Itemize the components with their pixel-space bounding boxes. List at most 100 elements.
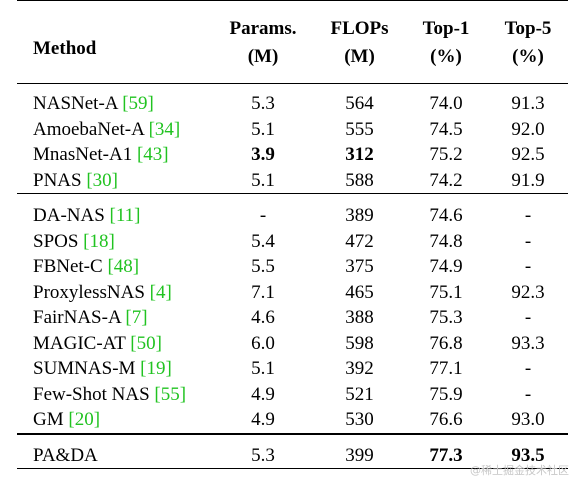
citation-link[interactable]: [20] — [68, 409, 101, 431]
citation-link[interactable]: [7] — [125, 307, 148, 329]
params-cell: 7.1 — [251, 281, 275, 303]
flops-cell: 521 — [345, 383, 374, 405]
flops-cell: 388 — [345, 307, 374, 329]
table-row: MnasNet-A1 [43] 3.9 312 75.2 92.5 — [17, 142, 568, 168]
group-rule — [17, 432, 568, 443]
citation-link[interactable]: [18] — [83, 230, 115, 252]
results-table-container: Method Params. FLOPs Top-1 Top-5 (M) (M)… — [17, 0, 568, 469]
flops-cell: 312 — [345, 144, 374, 166]
table-row: NASNet-A [59] 5.3 564 74.0 91.3 — [17, 91, 568, 117]
top5-cell: - — [524, 383, 532, 405]
citation-number: 7 — [131, 307, 142, 329]
table-row: PA&DA 5.3 399 77.3 93.5 — [17, 443, 568, 469]
method-cell: PA&DA — [17, 443, 211, 469]
method-name: Few-Shot NAS — [33, 383, 150, 405]
top5-cell: - — [524, 307, 532, 329]
top1-cell: 77.3 — [429, 444, 463, 466]
flops-cell: 399 — [345, 444, 374, 466]
table-row: MAGIC-AT [50] 6.0 598 76.8 93.3 — [17, 331, 568, 357]
flops-cell: 392 — [345, 358, 374, 380]
citation-number: 48 — [113, 256, 133, 278]
method-cell: GM [20] — [17, 407, 211, 433]
top1-cell: 75.1 — [429, 281, 463, 303]
flops-cell: 375 — [345, 256, 374, 278]
header-flops-unit: (M) — [344, 46, 375, 67]
params-cell: 3.9 — [251, 144, 275, 166]
params-cell: 5.1 — [251, 169, 275, 191]
table-row: SPOS [18] 5.4 472 74.8 - — [17, 229, 568, 255]
top1-cell: 76.6 — [429, 409, 463, 431]
header-rule — [17, 83, 568, 91]
top5-cell: 91.3 — [511, 93, 545, 115]
method-name: AmoebaNet-A — [33, 118, 144, 140]
method-cell: AmoebaNet-A [34] — [17, 117, 211, 143]
method-name: PNAS — [33, 169, 82, 191]
watermark: @稀土掘金技术社区 — [470, 464, 569, 477]
citation-number: 18 — [89, 230, 109, 252]
method-cell: DA-NAS [11] — [17, 203, 211, 229]
method-cell: FBNet-C [48] — [17, 254, 211, 280]
top5-cell: - — [524, 358, 532, 380]
flops-cell: 588 — [345, 169, 374, 191]
citation-link[interactable]: [50] — [130, 332, 162, 354]
citation-number: 30 — [92, 169, 112, 191]
flops-cell: 472 — [345, 230, 374, 252]
citation-number: 50 — [136, 332, 156, 354]
top5-cell: 93.3 — [511, 332, 545, 354]
top5-cell: - — [524, 256, 532, 278]
table-body: NASNet-A [59] 5.3 564 74.0 91.3 AmoebaNet-A [… — [17, 83, 568, 469]
group-rule — [17, 193, 568, 203]
header-flops: FLOPs — [315, 0, 404, 43]
header-row-1: Method Params. FLOPs Top-1 Top-5 — [17, 0, 568, 84]
citation-number: 11 — [115, 205, 135, 227]
citation-number: 34 — [154, 118, 174, 140]
method-name: MAGIC-AT — [33, 332, 126, 354]
citation-link[interactable]: [48] — [107, 256, 140, 278]
citation-number: 19 — [146, 358, 166, 380]
top1-cell: 77.1 — [429, 358, 463, 380]
header-top1-unit: (%) — [430, 46, 462, 67]
top5-cell: - — [524, 205, 532, 227]
top5-cell: 92.5 — [511, 144, 545, 166]
params-cell: - — [259, 205, 267, 227]
method-cell: SPOS [18] — [17, 229, 211, 255]
table-row: FBNet-C [48] 5.5 375 74.9 - — [17, 254, 568, 280]
citation-link[interactable]: [59] — [122, 93, 154, 115]
flops-cell: 530 — [345, 409, 374, 431]
table-row: SUMNAS-M [19] 5.1 392 77.1 - — [17, 356, 568, 382]
header-top1: Top-1 — [404, 0, 488, 43]
header-params-unit: (M) — [247, 46, 279, 67]
params-cell: 5.1 — [251, 358, 275, 380]
params-cell: 5.3 — [251, 93, 275, 115]
top5-cell: 92.0 — [511, 118, 545, 140]
params-cell: 5.5 — [251, 256, 275, 278]
table-row: GM [20] 4.9 530 76.6 93.0 — [17, 407, 568, 433]
top5-cell: 91.9 — [511, 169, 545, 191]
citation-link[interactable]: [4] — [149, 281, 172, 303]
citation-link[interactable]: [55] — [154, 383, 187, 405]
method-cell: Few-Shot NAS [55] — [17, 382, 211, 408]
table-row: AmoebaNet-A [34] 5.1 555 74.5 92.0 — [17, 117, 568, 143]
method-cell: PNAS [30] — [17, 168, 211, 194]
method-name: DA-NAS — [33, 205, 105, 227]
citation-link[interactable]: [11] — [109, 205, 141, 227]
citation-link[interactable]: [30] — [86, 169, 118, 191]
flops-cell: 389 — [345, 205, 374, 227]
method-name: GM — [33, 409, 64, 431]
header-top5-unit: (%) — [512, 46, 544, 67]
params-cell: 5.1 — [251, 118, 275, 140]
citation-link[interactable]: [19] — [140, 358, 172, 380]
method-name: NASNet-A — [33, 93, 118, 115]
flops-cell: 564 — [345, 93, 374, 115]
header-top5: Top-5 — [488, 0, 568, 43]
params-cell: 4.9 — [251, 383, 275, 405]
params-cell: 5.4 — [251, 230, 275, 252]
citation-number: 43 — [143, 144, 163, 166]
method-name: SPOS — [33, 230, 79, 252]
citation-link[interactable]: [34] — [148, 118, 181, 140]
citation-link[interactable]: [43] — [136, 144, 169, 166]
table-header: Method Params. FLOPs Top-1 Top-5 (M) (M)… — [17, 0, 568, 84]
top5-cell: - — [524, 230, 532, 252]
method-cell: MAGIC-AT [50] — [17, 331, 211, 357]
flops-cell: 598 — [345, 332, 374, 354]
